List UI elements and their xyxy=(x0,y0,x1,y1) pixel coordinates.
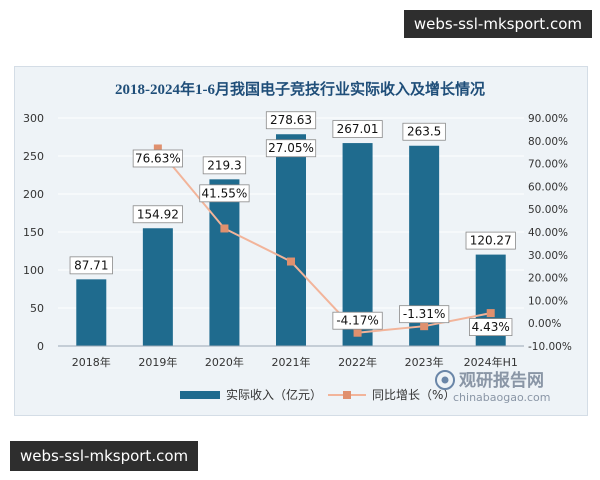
growth-marker xyxy=(486,309,495,318)
growth-value-label-box xyxy=(265,139,317,158)
bar xyxy=(276,134,306,346)
logo-icon xyxy=(435,370,455,390)
x-tick-label: 2024年H1 xyxy=(464,355,518,369)
growth-value-label: 76.63% xyxy=(135,151,181,165)
y-left-tick-label: 0 xyxy=(37,340,44,353)
bar-value-label: 120.27 xyxy=(470,234,512,248)
bar-value-label-box xyxy=(202,156,247,175)
growth-value-label: 4.43% xyxy=(472,320,510,334)
bar-value-label-box xyxy=(465,231,516,250)
x-tick-label: 2018年 xyxy=(72,355,111,369)
x-tick-label: 2023年 xyxy=(405,355,444,369)
axes: 0 50 100 150 200 250 300 -10.00% 0.00% 10.00% 20.0… xyxy=(23,112,572,369)
x-tick-label: 2020年 xyxy=(205,355,244,369)
legend-bar-swatch xyxy=(180,391,220,399)
growth-value-label-box xyxy=(399,305,450,324)
bar-value-label: 219.3 xyxy=(207,158,241,172)
x-tick-label: 2019年 xyxy=(138,355,177,369)
growth-value-label-box xyxy=(332,311,383,330)
logo-icon-dot xyxy=(441,376,449,384)
watermark-bottom: webs-ssl-mksport.com xyxy=(10,441,199,471)
y-right-tick-label: 40.00% xyxy=(528,227,568,239)
y-right-tick-label: -10.00% xyxy=(528,341,572,353)
legend-line-label: 同比增长（%） xyxy=(372,388,455,402)
chart-title: 2018-2024年1-6月我国电子竞技行业实际收入及增长情况 xyxy=(115,80,485,98)
growth-value-label-box xyxy=(199,184,250,203)
growth-marker xyxy=(287,257,295,266)
y-right-tick-label: 50.00% xyxy=(528,204,568,216)
x-tick-label: 2022年 xyxy=(338,355,377,369)
growth-marker xyxy=(153,144,162,153)
growth-value-label: 41.55% xyxy=(202,186,248,200)
bar xyxy=(76,279,107,346)
growth-marker xyxy=(220,224,229,233)
bar xyxy=(209,179,240,346)
growth-series xyxy=(153,144,495,337)
y-right-tick-label: 80.00% xyxy=(528,136,568,148)
y-left-tick-label: 100 xyxy=(23,264,44,277)
growth-value-label-box xyxy=(469,318,513,336)
logo-url: chinabaogao.com xyxy=(453,391,551,404)
bar-value-label: 267.01 xyxy=(337,122,379,136)
data-labels: 87.71 154.92 219.3 278.63 267.01 263.5 120.27 7… xyxy=(69,111,516,336)
growth-value-label: -1.31% xyxy=(403,307,445,321)
legend: 实际收入（亿元） 同比增长（%） xyxy=(180,387,455,402)
bar-value-label-box xyxy=(332,120,383,138)
growth-marker xyxy=(420,322,429,331)
growth-marker xyxy=(353,328,362,337)
y-right-tick-label: 90.00% xyxy=(528,113,568,125)
bar-value-label: 87.71 xyxy=(74,258,108,272)
bar-value-label-box xyxy=(132,205,183,224)
y-left-tick-label: 250 xyxy=(23,150,44,163)
bar-value-label-box xyxy=(265,111,317,130)
y-left-tick-label: 200 xyxy=(23,188,44,201)
legend-bar-label: 实际收入（亿元） xyxy=(226,387,322,402)
y-left-tick-label: 300 xyxy=(23,112,44,125)
bar-value-label-box xyxy=(69,256,113,275)
y-right-tick-label: 20.00% xyxy=(528,273,568,285)
legend-line-marker xyxy=(343,391,351,399)
watermark-top: webs-ssl-mksport.com xyxy=(403,10,592,38)
chinabaogao-logo: 观研报告网 chinabaogao.com xyxy=(435,370,551,404)
growth-line xyxy=(157,147,491,334)
y-right-tick-label: 0.00% xyxy=(528,318,561,330)
bar-value-label: 154.92 xyxy=(137,207,179,221)
growth-value-label-box xyxy=(132,149,183,168)
growth-value-label: -4.17% xyxy=(336,314,378,328)
bar xyxy=(142,228,173,346)
bar-value-label: 278.63 xyxy=(270,113,312,127)
growth-value-label: 27.05% xyxy=(268,141,314,155)
y-right-tick-label: 70.00% xyxy=(528,159,568,171)
bar-value-label-box xyxy=(402,122,446,141)
y-right-tick-label: 10.00% xyxy=(528,295,568,307)
y-right-tick-label: 60.00% xyxy=(528,181,568,193)
y-right-tick-label: 30.00% xyxy=(528,250,568,262)
y-left-tick-label: 50 xyxy=(30,302,44,315)
bar-value-label: 263.5 xyxy=(407,125,441,139)
x-tick-label: 2021年 xyxy=(272,355,311,369)
y-left-tick-label: 150 xyxy=(23,226,44,239)
logo-name: 观研报告网 xyxy=(458,370,544,391)
